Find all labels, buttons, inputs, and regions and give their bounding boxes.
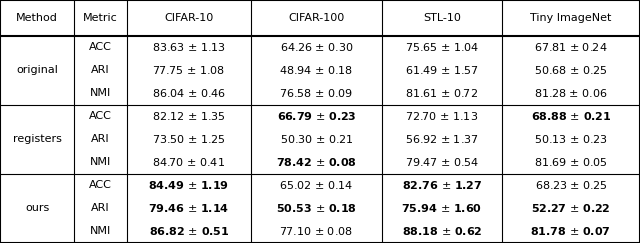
Text: 67.81 $\pm$ 0.24: 67.81 $\pm$ 0.24 xyxy=(534,41,607,53)
Text: 77.10 $\pm$ 0.08: 77.10 $\pm$ 0.08 xyxy=(280,226,353,237)
Text: 68.88 $\pm$ 0.21: 68.88 $\pm$ 0.21 xyxy=(531,111,611,122)
Text: NMI: NMI xyxy=(90,157,111,167)
Text: ARI: ARI xyxy=(91,203,110,214)
Text: ACC: ACC xyxy=(89,43,112,52)
Text: 79.47 $\pm$ 0.54: 79.47 $\pm$ 0.54 xyxy=(404,156,479,168)
Text: 84.49 $\pm$ 1.19: 84.49 $\pm$ 1.19 xyxy=(148,180,229,191)
Text: ACC: ACC xyxy=(89,181,112,191)
Text: 68.23 $\pm$ 0.25: 68.23 $\pm$ 0.25 xyxy=(534,180,607,191)
Text: 50.30 $\pm$ 0.21: 50.30 $\pm$ 0.21 xyxy=(280,133,353,146)
Text: ARI: ARI xyxy=(91,65,110,75)
Text: 75.65 $\pm$ 1.04: 75.65 $\pm$ 1.04 xyxy=(404,41,479,53)
Text: registers: registers xyxy=(13,134,61,144)
Text: 83.63 $\pm$ 1.13: 83.63 $\pm$ 1.13 xyxy=(152,41,226,53)
Text: CIFAR-100: CIFAR-100 xyxy=(288,13,344,23)
Text: 78.42 $\pm$ 0.08: 78.42 $\pm$ 0.08 xyxy=(276,156,357,168)
Text: ARI: ARI xyxy=(91,134,110,144)
Text: 81.61 $\pm$ 0.72: 81.61 $\pm$ 0.72 xyxy=(405,87,478,99)
Text: 64.26 $\pm$ 0.30: 64.26 $\pm$ 0.30 xyxy=(280,41,353,53)
Text: 82.76 $\pm$ 1.27: 82.76 $\pm$ 1.27 xyxy=(402,180,482,191)
Text: 50.13 $\pm$ 0.23: 50.13 $\pm$ 0.23 xyxy=(534,133,607,146)
Text: Metric: Metric xyxy=(83,13,118,23)
Text: 73.50 $\pm$ 1.25: 73.50 $\pm$ 1.25 xyxy=(152,133,225,146)
Text: 56.92 $\pm$ 1.37: 56.92 $\pm$ 1.37 xyxy=(405,133,479,146)
Text: 66.79 $\pm$ 0.23: 66.79 $\pm$ 0.23 xyxy=(276,111,356,122)
Text: 65.02 $\pm$ 0.14: 65.02 $\pm$ 0.14 xyxy=(279,180,354,191)
Text: CIFAR-10: CIFAR-10 xyxy=(164,13,214,23)
Text: 50.68 $\pm$ 0.25: 50.68 $\pm$ 0.25 xyxy=(534,64,607,77)
Text: 72.70 $\pm$ 1.13: 72.70 $\pm$ 1.13 xyxy=(405,111,479,122)
Text: 79.46 $\pm$ 1.14: 79.46 $\pm$ 1.14 xyxy=(148,202,230,215)
Text: 82.12 $\pm$ 1.35: 82.12 $\pm$ 1.35 xyxy=(152,111,226,122)
Text: 77.75 $\pm$ 1.08: 77.75 $\pm$ 1.08 xyxy=(152,64,225,77)
Text: 88.18 $\pm$ 0.62: 88.18 $\pm$ 0.62 xyxy=(401,226,482,237)
Text: 81.28 $\pm$ 0.06: 81.28 $\pm$ 0.06 xyxy=(534,87,607,99)
Text: STL-10: STL-10 xyxy=(423,13,461,23)
Text: 61.49 $\pm$ 1.57: 61.49 $\pm$ 1.57 xyxy=(405,64,479,77)
Text: 76.58 $\pm$ 0.09: 76.58 $\pm$ 0.09 xyxy=(279,87,353,99)
Text: 50.53 $\pm$ 0.18: 50.53 $\pm$ 0.18 xyxy=(276,202,357,215)
Text: 81.69 $\pm$ 0.05: 81.69 $\pm$ 0.05 xyxy=(534,156,608,168)
Text: 84.70 $\pm$ 0.41: 84.70 $\pm$ 0.41 xyxy=(152,156,225,168)
Text: 75.94 $\pm$ 1.60: 75.94 $\pm$ 1.60 xyxy=(401,202,483,215)
Text: NMI: NMI xyxy=(90,88,111,98)
Text: ACC: ACC xyxy=(89,112,112,122)
Text: original: original xyxy=(16,65,58,75)
Text: 52.27 $\pm$ 0.22: 52.27 $\pm$ 0.22 xyxy=(531,202,611,215)
Text: 86.82 $\pm$ 0.51: 86.82 $\pm$ 0.51 xyxy=(148,226,229,237)
Text: NMI: NMI xyxy=(90,226,111,236)
Text: 81.78 $\pm$ 0.07: 81.78 $\pm$ 0.07 xyxy=(531,226,611,237)
Text: 86.04 $\pm$ 0.46: 86.04 $\pm$ 0.46 xyxy=(152,87,226,99)
Text: Tiny ImageNet: Tiny ImageNet xyxy=(530,13,612,23)
Text: 48.94 $\pm$ 0.18: 48.94 $\pm$ 0.18 xyxy=(279,64,353,77)
Text: Method: Method xyxy=(16,13,58,23)
Text: ours: ours xyxy=(25,203,49,214)
